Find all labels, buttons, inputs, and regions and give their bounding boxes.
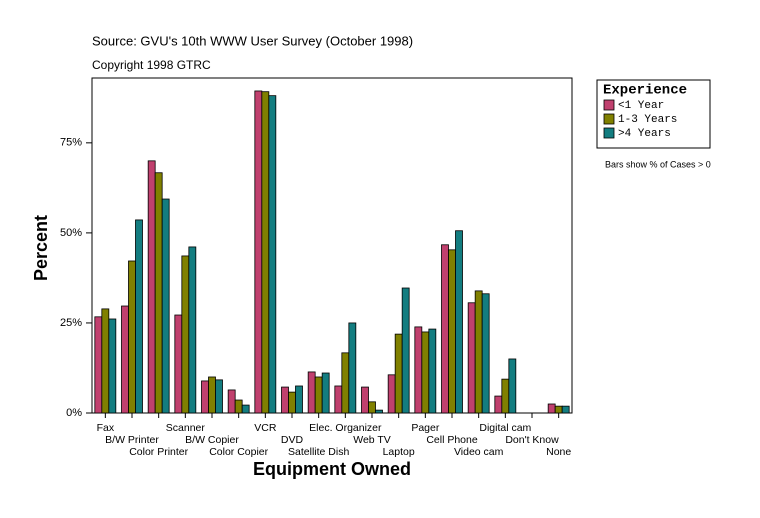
legend-title: Experience: [603, 83, 687, 99]
bar: [254, 90, 263, 414]
bar: [314, 376, 323, 414]
bar: [441, 244, 449, 414]
bar: [215, 379, 223, 414]
x-tick-label: Elec. Organizer: [309, 422, 382, 434]
bar: [154, 172, 163, 414]
bar: [448, 249, 456, 414]
bar: [421, 331, 430, 414]
bar: [455, 230, 463, 414]
bar: [227, 389, 236, 414]
y-tick-label: 0%: [66, 407, 82, 419]
y-tick-label: 50%: [60, 227, 82, 239]
legend-label: >4 Years: [618, 128, 671, 140]
y-tick-label: 25%: [60, 317, 82, 329]
bar: [401, 287, 410, 414]
y-tick-label: 75%: [60, 137, 82, 149]
x-tick-label: Digital cam: [479, 422, 531, 434]
legend-box: [596, 79, 711, 149]
bar: [295, 385, 303, 414]
x-tick-label: Cell Phone: [426, 434, 478, 446]
x-tick-label: Pager: [411, 422, 440, 434]
bar: [101, 308, 110, 414]
bar: [428, 328, 437, 414]
bar: [208, 376, 216, 414]
bar: [481, 293, 490, 414]
bar: [467, 302, 476, 414]
chart-subtitle: Copyright 1998 GTRC: [92, 58, 211, 72]
x-tick-label: B/W Copier: [185, 434, 239, 446]
bar: [561, 405, 570, 414]
bar: [288, 391, 296, 414]
bar: [474, 290, 483, 414]
bar: [375, 409, 383, 414]
bar: [234, 399, 243, 414]
bar: [307, 371, 316, 414]
bar: [121, 305, 129, 414]
bar: [161, 198, 170, 414]
x-axis-label: Equipment Owned: [253, 459, 411, 479]
bar: [341, 352, 350, 414]
x-tick-label: Video cam: [454, 446, 504, 458]
note: Bars show % of Cases > 0: [605, 159, 711, 169]
legend-swatch: [603, 127, 615, 139]
legend-swatch: [603, 113, 615, 125]
bar: [501, 378, 510, 414]
bar: [147, 160, 156, 414]
legend-label: <1 Year: [618, 100, 664, 112]
x-tick-label: B/W Printer: [105, 434, 159, 446]
bar: [334, 385, 343, 414]
bar: [135, 219, 143, 414]
x-tick-label: Color Printer: [129, 446, 188, 458]
x-tick-label: DVD: [281, 434, 304, 446]
legend-swatch: [603, 99, 615, 111]
bar: [268, 95, 277, 414]
bar: [387, 374, 396, 414]
x-tick-label: Web TV: [353, 434, 391, 446]
bar: [368, 401, 376, 414]
bar: [547, 403, 556, 414]
bar: [348, 322, 357, 414]
bar: [508, 358, 517, 414]
chart-title: Source: GVU's 10th WWW User Survey (Octo…: [92, 33, 413, 48]
bar: [261, 91, 270, 414]
x-tick-label: Color Copier: [209, 446, 268, 458]
bar: [241, 404, 250, 414]
bar: [361, 386, 369, 414]
bar: [494, 395, 503, 414]
x-tick-label: Satellite Dish: [288, 446, 349, 458]
bar: [281, 386, 289, 414]
bar: [174, 314, 183, 414]
plot-frame: [91, 77, 573, 414]
bar: [394, 333, 403, 414]
bar: [321, 372, 330, 414]
x-tick-label: Laptop: [383, 446, 415, 458]
bar: [414, 326, 423, 414]
bar: [188, 246, 197, 414]
x-tick-label: None: [546, 446, 571, 458]
bar: [94, 316, 103, 414]
x-tick-label: VCR: [254, 422, 277, 434]
x-tick-label: Don't Know: [505, 434, 559, 446]
x-tick-label: Scanner: [166, 422, 206, 434]
legend-label: 1-3 Years: [618, 114, 677, 126]
bar: [554, 405, 563, 414]
bar: [201, 380, 209, 414]
bar: [108, 318, 117, 414]
x-tick-label: Fax: [97, 422, 115, 434]
y-axis-label: Percent: [31, 215, 51, 281]
bar: [128, 260, 136, 414]
bar: [181, 255, 190, 414]
